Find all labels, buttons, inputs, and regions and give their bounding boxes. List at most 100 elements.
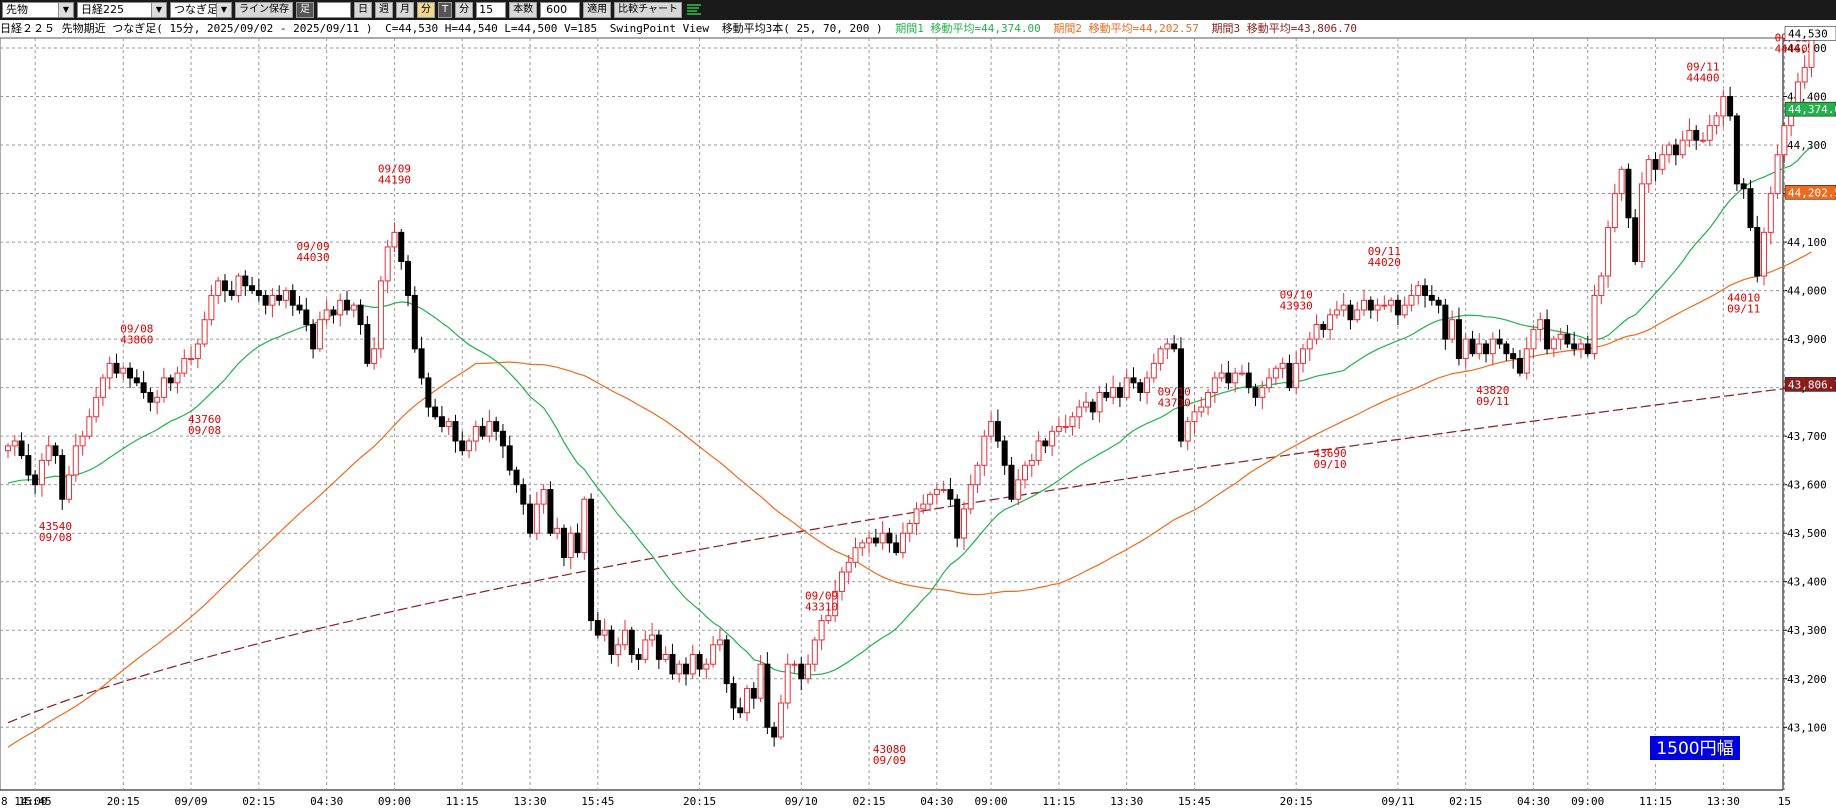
candle-up — [1781, 125, 1788, 156]
candle-down — [262, 294, 269, 306]
candle-down — [221, 280, 228, 292]
count-stepper[interactable]: 600 — [540, 2, 581, 18]
symbol-select[interactable]: 日経225 ▼ — [77, 2, 167, 18]
candle-down — [1625, 168, 1632, 219]
range-badge: 1500円幅 — [1649, 735, 1741, 761]
candle-down — [479, 425, 486, 437]
candle-down — [1632, 217, 1639, 262]
candle-up — [716, 639, 723, 646]
ma2-readout: 期間2 移動平均=44,202.57 — [1053, 22, 1199, 35]
interval-unit-label: 分 — [455, 2, 474, 18]
candle-down — [228, 290, 235, 296]
candle-up — [710, 644, 717, 665]
y-tick-label: 43,600 — [1787, 479, 1827, 492]
candle-up — [1686, 129, 1693, 141]
candle-down — [513, 469, 520, 486]
foot-stepper[interactable] — [317, 2, 351, 18]
foot-type-select[interactable]: つなぎ足 ▼ — [170, 2, 232, 18]
ma3-readout: 期間3 移動平均=43,806.70 — [1211, 22, 1357, 35]
candle-down — [737, 707, 744, 714]
apply-button[interactable]: 適用 — [583, 2, 612, 18]
x-tick-label: 8 14:00 — [1, 795, 47, 808]
candle-down — [893, 542, 900, 554]
compare-chart-button[interactable]: 比較チャート — [614, 2, 683, 18]
candle-up — [642, 639, 649, 660]
swing-high-price: 44030 — [297, 251, 330, 264]
swing-high-price: 43860 — [120, 334, 153, 347]
candle-up — [777, 702, 784, 738]
x-tick-label: 09:00 — [975, 795, 1008, 808]
candle-down — [771, 726, 778, 738]
candle-down — [994, 421, 1001, 442]
candle-down — [954, 498, 961, 539]
candle-up — [1022, 464, 1028, 481]
candle-up — [1333, 309, 1340, 316]
candle-up — [1144, 377, 1151, 393]
candle-down — [127, 367, 134, 379]
candle-up — [601, 629, 608, 636]
chart-lines-icon[interactable] — [685, 2, 703, 18]
swing-high-price: 43310 — [805, 600, 838, 613]
candle-up — [879, 532, 886, 544]
candle-down — [1747, 188, 1754, 229]
candle-up — [1666, 144, 1673, 156]
week-button[interactable]: 週 — [375, 2, 393, 18]
candle-down — [1571, 343, 1578, 350]
candle-down — [696, 654, 703, 670]
candle-up — [1591, 294, 1598, 355]
candle-up — [174, 372, 181, 384]
candle-up — [649, 634, 656, 641]
candle-up — [384, 246, 391, 282]
swing-low-price: 43690 — [1314, 447, 1347, 460]
candle-up — [1205, 391, 1212, 408]
candle-down — [1754, 227, 1761, 277]
ma1-readout: 期間1 移動平均=44,374.00 — [895, 22, 1041, 35]
candle-down — [357, 304, 364, 326]
candle-up — [1462, 338, 1469, 360]
candle-up — [1083, 401, 1090, 408]
minute-button[interactable]: 分 — [417, 2, 435, 18]
x-tick-label: 09/10 — [785, 795, 818, 808]
day-button[interactable]: 日 — [354, 2, 372, 18]
candle-down — [1503, 343, 1510, 355]
candle-down — [764, 663, 771, 728]
candle-up — [811, 639, 818, 665]
candle-up — [899, 532, 906, 554]
candle-up — [1788, 105, 1795, 127]
candle-up — [1530, 328, 1537, 350]
candle-up — [1388, 299, 1395, 306]
product-select[interactable]: 先物 ▼ — [2, 2, 74, 18]
candle-up — [1272, 367, 1279, 379]
candle-down — [1252, 387, 1259, 398]
count-label: 本数 — [509, 2, 538, 18]
candle-up — [1605, 227, 1612, 277]
tick-button[interactable]: T — [438, 2, 453, 18]
x-tick-label: 13:30 — [513, 795, 546, 808]
candle-down — [276, 294, 283, 301]
candle-up — [621, 629, 628, 646]
chart-info-bar: 日経２２５ 先物期近 つなぎ足( 15分, 2025/09/02 - 2025/… — [0, 21, 1780, 37]
candle-down — [547, 489, 554, 534]
candle-down — [669, 654, 676, 675]
candle-up — [1713, 115, 1720, 127]
x-tick-label: 11:15 — [446, 795, 479, 808]
candle-down — [1245, 372, 1252, 389]
line-save-button[interactable]: ライン保存 — [235, 2, 293, 18]
price-tag — [1784, 377, 1836, 392]
x-tick-label: 11:15 — [1639, 795, 1672, 808]
month-button[interactable]: 月 — [396, 2, 414, 18]
x-tick-label: 02:15 — [1449, 795, 1482, 808]
candle-up — [201, 319, 208, 345]
candle-up — [45, 445, 52, 461]
candle-down — [1177, 348, 1184, 442]
candle-down — [1584, 343, 1591, 355]
candle-up — [784, 663, 791, 704]
candle-down — [1225, 372, 1232, 384]
interval-stepper[interactable]: 15 — [476, 2, 507, 18]
candle-down — [425, 377, 432, 408]
candle-up — [1415, 285, 1422, 296]
candle-up — [1184, 421, 1191, 442]
candle-down — [1428, 294, 1435, 301]
y-tick-label: 44,400 — [1787, 91, 1827, 104]
